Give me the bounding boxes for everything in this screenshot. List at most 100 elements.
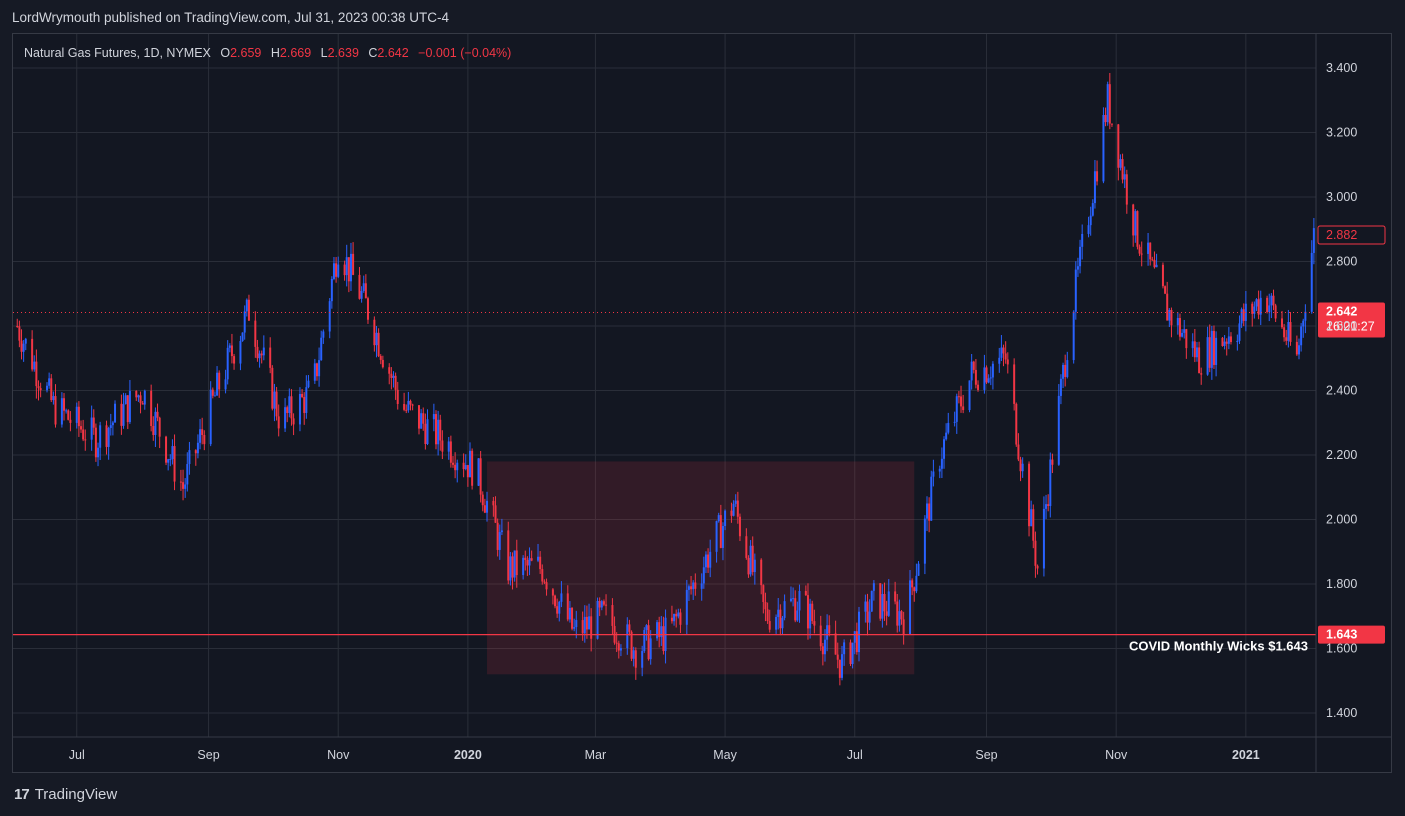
- candle-body: [974, 369, 977, 385]
- candle-body: [352, 253, 355, 275]
- candle-body: [241, 332, 244, 342]
- candle-body: [375, 332, 378, 346]
- candle-body: [537, 556, 540, 561]
- candle-body: [471, 450, 474, 486]
- candle-body: [381, 359, 384, 368]
- last-price-tag-text: 2.642: [1326, 304, 1357, 318]
- candle-body: [694, 582, 697, 589]
- candle-body: [228, 345, 231, 348]
- candle-body: [1057, 395, 1060, 465]
- candle-body: [498, 532, 501, 550]
- candle-body: [122, 404, 125, 426]
- footer-brand[interactable]: 17 TradingView: [14, 786, 117, 803]
- candle-body: [464, 465, 467, 470]
- candle-body: [426, 419, 429, 444]
- candle-body: [1108, 84, 1111, 124]
- candle-body: [171, 446, 174, 460]
- candle-body: [271, 367, 274, 409]
- candle-body: [575, 620, 578, 628]
- candle-body: [568, 607, 571, 620]
- candle-body: [556, 606, 559, 614]
- candle-body: [1013, 364, 1016, 404]
- candle-body: [65, 410, 68, 412]
- candle-body: [539, 556, 542, 570]
- marker-price-tag: 2.882: [1317, 225, 1386, 245]
- candle-body: [1066, 360, 1069, 377]
- candle-body: [707, 554, 710, 568]
- candle-body: [736, 500, 739, 517]
- candle-body: [158, 417, 161, 437]
- candle-body: [828, 625, 831, 634]
- support-price-tag-box: [1318, 625, 1385, 644]
- candle-body: [109, 425, 112, 428]
- chart-frame[interactable]: [12, 33, 1392, 773]
- candle-body: [230, 345, 233, 357]
- candle-body: [290, 396, 293, 419]
- candle-body: [649, 638, 652, 660]
- candle-body: [483, 505, 486, 513]
- candle-body: [84, 439, 87, 441]
- candle-body: [843, 642, 846, 655]
- candle-body: [679, 612, 682, 625]
- candle-body: [135, 390, 138, 398]
- candle-body: [494, 505, 497, 523]
- candle-body: [120, 403, 123, 426]
- last-price-tag-text: 16:21:27: [1326, 319, 1375, 333]
- candle-body: [479, 458, 482, 495]
- candle-body: [449, 441, 452, 463]
- candle-body: [1089, 215, 1092, 226]
- candle-body: [167, 459, 170, 463]
- candle-body: [1170, 309, 1173, 326]
- candle-body: [1051, 459, 1054, 465]
- candle-body: [926, 503, 929, 519]
- candle-body: [1287, 322, 1290, 341]
- candle-body: [960, 396, 963, 407]
- candle-body: [1138, 246, 1141, 254]
- candle-body: [709, 551, 712, 568]
- candle-body: [1166, 293, 1169, 321]
- candle-body: [469, 450, 472, 478]
- candle-body: [152, 425, 155, 435]
- candle-body: [940, 458, 943, 469]
- candle-body: [456, 462, 459, 471]
- candle-body: [840, 654, 843, 678]
- legend-change: −0.001 (−0.04%): [418, 46, 512, 60]
- candle-body: [1034, 540, 1037, 566]
- highlight-zone: [487, 461, 915, 675]
- candle-body: [928, 503, 931, 521]
- candle-body: [838, 659, 841, 678]
- candle-body: [998, 357, 1001, 364]
- candle-body: [245, 299, 248, 312]
- candle-body: [970, 361, 973, 381]
- time-tick-label: Mar: [585, 748, 607, 762]
- candle-body: [77, 406, 80, 427]
- candle-body: [1259, 297, 1262, 315]
- candle-body: [783, 601, 786, 618]
- candle-body: [991, 363, 994, 378]
- candle-body: [1049, 459, 1052, 506]
- candle-body: [1030, 509, 1033, 527]
- candle-body: [275, 391, 278, 417]
- candle-body: [1272, 295, 1275, 306]
- candle-body: [798, 590, 801, 611]
- candle-body: [566, 593, 569, 620]
- candle-body: [1140, 253, 1143, 255]
- covid-zone-rect: [487, 461, 915, 675]
- candle-body: [1185, 329, 1188, 349]
- candle-body: [97, 447, 100, 458]
- candle-body: [1102, 114, 1105, 182]
- candle-body: [900, 611, 903, 620]
- candle-body: [1136, 211, 1139, 247]
- candle-body: [213, 395, 216, 397]
- candle-body: [524, 557, 527, 560]
- candle-body: [258, 353, 261, 359]
- chart-overlays: COVID Monthly Wicks $1.643 2.882 2.64216:2…: [13, 225, 1386, 654]
- candle-body: [1225, 341, 1228, 344]
- candle-body: [732, 503, 735, 516]
- candle-body: [500, 530, 503, 533]
- candle-body: [409, 400, 412, 405]
- candle-body: [834, 633, 837, 655]
- candle-body: [598, 600, 601, 608]
- chart-legend: Natural Gas Futures, 1D, NYMEX O2.659 H2…: [24, 46, 511, 60]
